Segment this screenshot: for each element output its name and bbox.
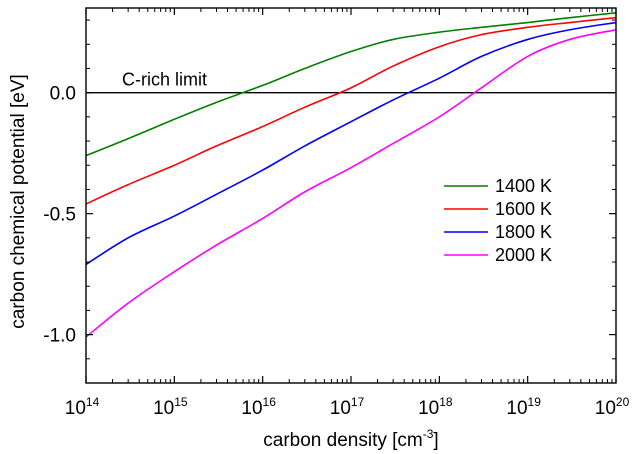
x-tick-label-exponent-1: 15 — [174, 395, 188, 409]
x-tick-label-exponent-3: 17 — [351, 395, 365, 409]
series-layer — [86, 12, 616, 338]
y-axis-title: carbon chemical potential [eV] — [8, 74, 29, 329]
reference-line-label: C-rich limit — [122, 70, 207, 90]
legend-label-2: 1800 K — [495, 222, 552, 242]
y-tick-label-1: -0.5 — [43, 205, 76, 226]
y-tick-label-0: 0.0 — [50, 84, 76, 105]
labels-layer: C-rich limit 1014 1015 1016 1017 1018 1019 1020… — [8, 70, 630, 451]
x-axis-title: carbon density [cm-3] — [263, 427, 438, 451]
series-line-1 — [86, 16, 616, 205]
x-tick-label-2: 1016 — [241, 395, 276, 419]
x-tick-label-exponent-2: 16 — [263, 395, 277, 409]
series-line-3 — [86, 28, 616, 338]
axes-layer — [85, 7, 617, 384]
x-tick-label-exponent-6: 20 — [616, 395, 630, 409]
x-tick-label-0: 1014 — [65, 395, 100, 419]
x-tick-label-3: 1017 — [330, 395, 365, 419]
x-tick-label-6: 1020 — [595, 395, 630, 419]
x-tick-label-5: 1019 — [506, 395, 541, 419]
legend-label-0: 1400 K — [495, 176, 552, 196]
series-line-2 — [86, 21, 616, 266]
x-axis-title-sup: -3 — [423, 427, 434, 441]
x-tick-label-4: 1018 — [418, 395, 453, 419]
y-tick-label-2: -1.0 — [43, 326, 76, 347]
x-axis-title-end: ] — [433, 430, 438, 451]
legend-label-1: 1600 K — [495, 199, 552, 219]
series-line-0 — [86, 12, 616, 157]
x-tick-label-1: 1015 — [153, 395, 188, 419]
x-tick-label-exponent-0: 14 — [86, 395, 100, 409]
legend-label-3: 2000 K — [495, 245, 552, 265]
x-tick-label-exponent-5: 19 — [528, 395, 542, 409]
x-axis-title-main: carbon density [cm — [263, 430, 422, 451]
legend: 1400 K 1600 K 1800 K 2000 K — [444, 176, 552, 265]
x-tick-label-exponent-4: 18 — [439, 395, 453, 409]
